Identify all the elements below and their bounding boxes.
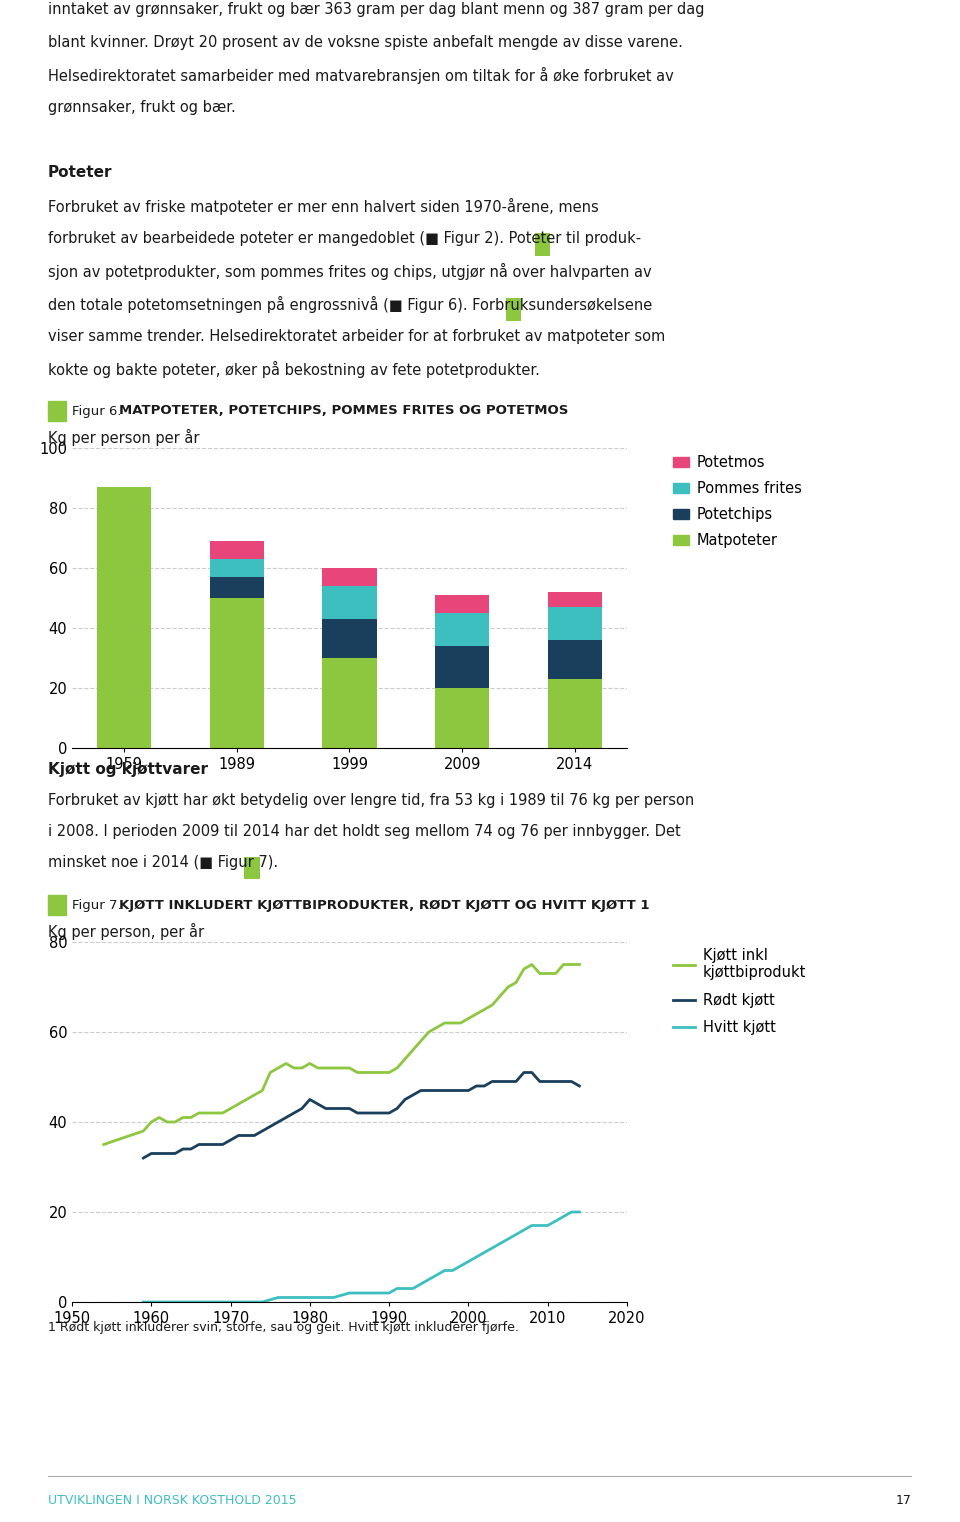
Legend: Potetmos, Pommes frites, Potetchips, Matpoteter: Potetmos, Pommes frites, Potetchips, Mat… [667, 449, 807, 554]
Text: Kg per person, per år: Kg per person, per år [48, 922, 204, 939]
Text: minsket noe i 2014 (■ Figur 7).: minsket noe i 2014 (■ Figur 7). [48, 855, 278, 871]
FancyBboxPatch shape [506, 298, 521, 321]
Text: MATPOTETER, POTETCHIPS, POMMES FRITES OG POTETMOS: MATPOTETER, POTETCHIPS, POMMES FRITES OG… [118, 405, 568, 417]
Text: KJØTT INKLUDERT KJØTTBIPRODUKTER, RØDT KJØTT OG HVITT KJØTT 1: KJØTT INKLUDERT KJØTTBIPRODUKTER, RØDT K… [118, 898, 649, 912]
Text: den totale potetomsetningen på engrossnivå (■ Figur 6). Forbruksundersøkelsene: den totale potetomsetningen på engrossni… [48, 295, 652, 314]
Bar [435, 645, 490, 688]
Bar [435, 595, 490, 613]
Bar [210, 540, 264, 559]
Text: blant kvinner. Drøyt 20 prosent av de voksne spiste anbefalt mengde av disse var: blant kvinner. Drøyt 20 prosent av de vo… [48, 35, 683, 50]
Text: grønnsaker, frukt og bær.: grønnsaker, frukt og bær. [48, 100, 236, 116]
Bar [323, 586, 376, 619]
Text: i 2008. I perioden 2009 til 2014 har det holdt seg mellom 74 og 76 per innbygger: i 2008. I perioden 2009 til 2014 har det… [48, 823, 681, 839]
Text: Figur 6.: Figur 6. [72, 405, 122, 417]
Text: Figur 7.: Figur 7. [72, 898, 122, 912]
Bar [97, 487, 152, 747]
Bar [548, 592, 602, 607]
Text: Forbruket av kjøtt har økt betydelig over lengre tid, fra 53 kg i 1989 til 76 kg: Forbruket av kjøtt har økt betydelig ove… [48, 793, 694, 808]
FancyBboxPatch shape [535, 233, 550, 256]
Bar [48, 895, 66, 915]
Text: Kg per person per år: Kg per person per år [48, 429, 200, 446]
Bar [210, 559, 264, 577]
Text: viser samme trender. Helsedirektoratet arbeider for at forbruket av matpoteter s: viser samme trender. Helsedirektoratet a… [48, 329, 665, 344]
Legend: Kjøtt inkl
kjøttbiprodukt, Rødt kjøtt, Hvitt kjøtt: Kjøtt inkl kjøttbiprodukt, Rødt kjøtt, H… [667, 942, 812, 1041]
Bar [435, 688, 490, 747]
Bar [323, 619, 376, 658]
Text: Helsedirektoratet samarbeider med matvarebransjen om tiltak for å øke forbruket : Helsedirektoratet samarbeider med matvar… [48, 67, 674, 84]
Bar [323, 568, 376, 586]
Text: Kjøtt og kjøttvarer: Kjøtt og kjøttvarer [48, 763, 208, 778]
Bar [548, 639, 602, 679]
Text: UTVIKLINGEN I NORSK KOSTHOLD 2015: UTVIKLINGEN I NORSK KOSTHOLD 2015 [48, 1493, 297, 1507]
Text: Poteter: Poteter [48, 166, 112, 180]
Bar [210, 577, 264, 598]
Bar [323, 658, 376, 747]
Text: inntaket av grønnsaker, frukt og bær 363 gram per dag blant menn og 387 gram per: inntaket av grønnsaker, frukt og bær 363… [48, 2, 705, 17]
Text: kokte og bakte poteter, øker på bekostning av fete potetprodukter.: kokte og bakte poteter, øker på bekostni… [48, 361, 540, 379]
Bar [548, 679, 602, 747]
Text: forbruket av bearbeidede poteter er mangedoblet (■ Figur 2). Poteter til produk-: forbruket av bearbeidede poteter er mang… [48, 231, 641, 245]
Text: sjon av potetprodukter, som pommes frites og chips, utgjør nå over halvparten av: sjon av potetprodukter, som pommes frite… [48, 263, 652, 280]
Text: 1 Rødt kjøtt inkluderer svin, storfe, sau og geit. Hvitt kjøtt inkluderer fjørfe: 1 Rødt kjøtt inkluderer svin, storfe, sa… [48, 1321, 518, 1335]
Text: Forbruket av friske matpoteter er mer enn halvert siden 1970-årene, mens: Forbruket av friske matpoteter er mer en… [48, 198, 599, 215]
Bar [48, 402, 66, 422]
FancyBboxPatch shape [244, 857, 259, 880]
Bar [548, 607, 602, 639]
Text: 17: 17 [896, 1493, 912, 1507]
Bar [435, 613, 490, 645]
Bar [210, 598, 264, 747]
